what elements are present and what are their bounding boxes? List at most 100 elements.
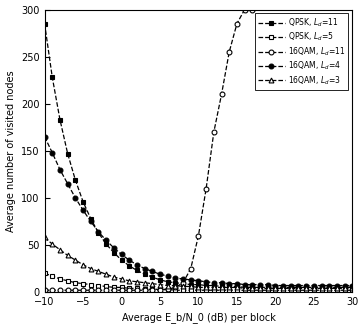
QPSK, $L_d$=5	[335, 288, 339, 292]
16QAM, $L_d$=4	[142, 266, 147, 270]
QPSK, $L_d$=11	[96, 231, 100, 235]
QPSK, $L_d$=11	[273, 286, 278, 290]
QPSK, $L_d$=11	[189, 283, 193, 287]
16QAM, $L_d$=3	[73, 258, 78, 262]
QPSK, $L_d$=11	[296, 286, 301, 290]
QPSK, $L_d$=5	[196, 288, 201, 292]
QPSK, $L_d$=11	[158, 278, 162, 282]
16QAM, $L_d$=4	[58, 168, 62, 172]
16QAM, $L_d$=4	[104, 238, 108, 242]
16QAM, $L_d$=11	[127, 288, 131, 292]
16QAM, $L_d$=11	[112, 288, 116, 292]
16QAM, $L_d$=3	[104, 272, 108, 276]
16QAM, $L_d$=11	[196, 234, 201, 238]
16QAM, $L_d$=3	[135, 280, 139, 284]
QPSK, $L_d$=5	[73, 281, 78, 285]
16QAM, $L_d$=3	[327, 286, 332, 290]
16QAM, $L_d$=4	[289, 284, 293, 288]
QPSK, $L_d$=5	[235, 288, 239, 292]
16QAM, $L_d$=3	[343, 286, 347, 290]
16QAM, $L_d$=4	[158, 272, 162, 276]
QPSK, $L_d$=5	[166, 287, 170, 291]
QPSK, $L_d$=5	[304, 288, 308, 292]
16QAM, $L_d$=11	[81, 288, 85, 292]
16QAM, $L_d$=4	[196, 279, 201, 283]
16QAM, $L_d$=11	[235, 22, 239, 26]
16QAM, $L_d$=11	[43, 288, 47, 292]
Line: QPSK, $L_d$=5: QPSK, $L_d$=5	[42, 271, 355, 293]
QPSK, $L_d$=11	[104, 242, 108, 246]
16QAM, $L_d$=4	[204, 280, 208, 284]
16QAM, $L_d$=3	[304, 286, 308, 290]
QPSK, $L_d$=5	[158, 287, 162, 291]
QPSK, $L_d$=5	[112, 286, 116, 290]
16QAM, $L_d$=3	[204, 286, 208, 290]
Line: 16QAM, $L_d$=3: 16QAM, $L_d$=3	[42, 235, 355, 291]
Line: QPSK, $L_d$=11: QPSK, $L_d$=11	[42, 21, 355, 290]
QPSK, $L_d$=11	[150, 275, 154, 279]
QPSK, $L_d$=11	[112, 251, 116, 255]
QPSK, $L_d$=11	[327, 286, 332, 290]
QPSK, $L_d$=11	[73, 178, 78, 182]
QPSK, $L_d$=5	[312, 288, 316, 292]
Y-axis label: Average number of visited nodes: Average number of visited nodes	[5, 70, 16, 232]
16QAM, $L_d$=4	[181, 277, 185, 281]
Line: 16QAM, $L_d$=4: 16QAM, $L_d$=4	[42, 134, 355, 288]
16QAM, $L_d$=3	[350, 286, 355, 290]
QPSK, $L_d$=11	[242, 286, 247, 290]
QPSK, $L_d$=5	[43, 271, 47, 275]
QPSK, $L_d$=11	[258, 286, 262, 290]
16QAM, $L_d$=4	[335, 284, 339, 288]
QPSK, $L_d$=11	[135, 268, 139, 272]
QPSK, $L_d$=11	[289, 286, 293, 290]
16QAM, $L_d$=3	[66, 253, 70, 257]
QPSK, $L_d$=5	[119, 286, 124, 290]
16QAM, $L_d$=4	[189, 278, 193, 282]
QPSK, $L_d$=5	[343, 288, 347, 292]
16QAM, $L_d$=11	[158, 288, 162, 292]
16QAM, $L_d$=4	[96, 230, 100, 234]
QPSK, $L_d$=5	[127, 286, 131, 290]
16QAM, $L_d$=4	[250, 283, 254, 287]
QPSK, $L_d$=5	[50, 274, 55, 278]
QPSK, $L_d$=5	[327, 288, 332, 292]
16QAM, $L_d$=3	[50, 242, 55, 246]
16QAM, $L_d$=3	[250, 286, 254, 290]
16QAM, $L_d$=3	[96, 269, 100, 273]
QPSK, $L_d$=11	[58, 118, 62, 122]
QPSK, $L_d$=11	[350, 286, 355, 290]
QPSK, $L_d$=11	[319, 286, 324, 290]
QPSK, $L_d$=5	[242, 288, 247, 292]
16QAM, $L_d$=11	[211, 130, 216, 134]
16QAM, $L_d$=4	[265, 283, 270, 287]
16QAM, $L_d$=11	[166, 287, 170, 291]
16QAM, $L_d$=11	[227, 50, 232, 54]
16QAM, $L_d$=11	[189, 266, 193, 270]
QPSK, $L_d$=11	[281, 286, 285, 290]
16QAM, $L_d$=3	[88, 266, 93, 270]
16QAM, $L_d$=4	[135, 263, 139, 267]
Line: 16QAM, $L_d$=11: 16QAM, $L_d$=11	[42, 7, 255, 293]
QPSK, $L_d$=11	[50, 75, 55, 79]
QPSK, $L_d$=5	[289, 288, 293, 292]
16QAM, $L_d$=3	[319, 286, 324, 290]
QPSK, $L_d$=11	[219, 285, 224, 289]
16QAM, $L_d$=3	[166, 284, 170, 288]
16QAM, $L_d$=11	[73, 288, 78, 292]
QPSK, $L_d$=5	[319, 288, 324, 292]
16QAM, $L_d$=3	[335, 286, 339, 290]
QPSK, $L_d$=5	[227, 288, 232, 292]
16QAM, $L_d$=4	[227, 282, 232, 286]
QPSK, $L_d$=5	[250, 288, 254, 292]
16QAM, $L_d$=4	[312, 284, 316, 288]
16QAM, $L_d$=11	[250, 8, 254, 12]
16QAM, $L_d$=4	[327, 284, 332, 288]
16QAM, $L_d$=3	[312, 286, 316, 290]
16QAM, $L_d$=4	[50, 151, 55, 155]
QPSK, $L_d$=5	[88, 283, 93, 287]
16QAM, $L_d$=3	[119, 277, 124, 281]
QPSK, $L_d$=5	[273, 288, 278, 292]
QPSK, $L_d$=11	[312, 286, 316, 290]
16QAM, $L_d$=4	[304, 284, 308, 288]
QPSK, $L_d$=5	[66, 279, 70, 283]
